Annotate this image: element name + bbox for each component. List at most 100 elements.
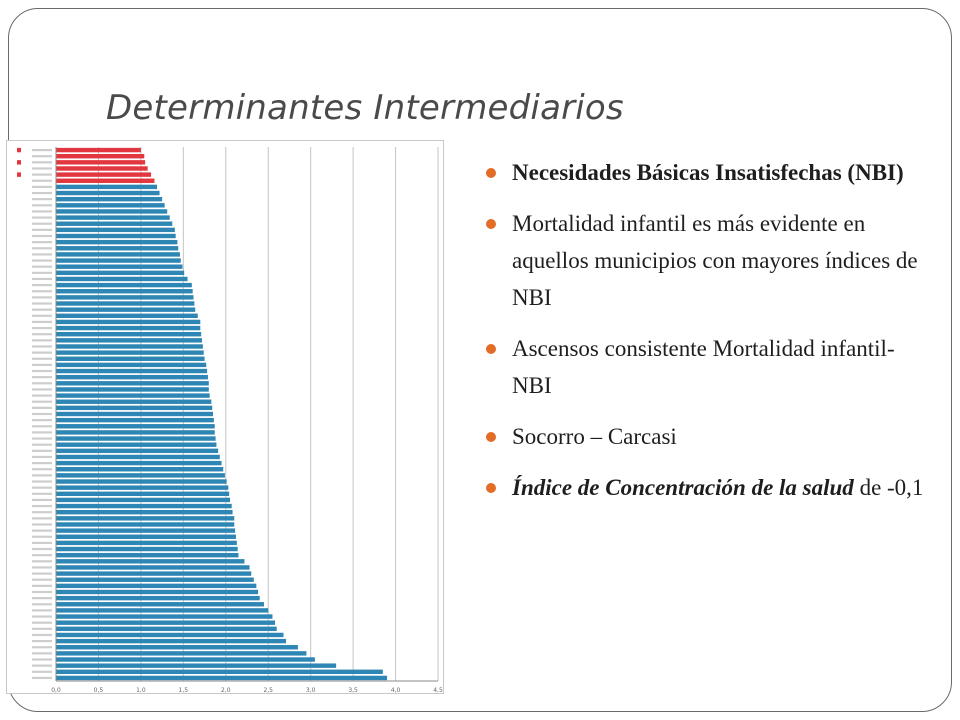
- chart-category-label-mark: [32, 480, 52, 483]
- chart-bar: [56, 620, 276, 625]
- chart-bar: [56, 485, 229, 490]
- chart-category-label-mark: [32, 554, 52, 557]
- nbi-bar-chart: 0,0 0,5 1,0 1,5 2,0 2,5 3,0 3,5 4,0 4,5: [17, 147, 443, 694]
- chart-category-label-mark: [32, 363, 52, 367]
- chart-bar: [56, 602, 264, 607]
- chart-category-label-mark: [32, 382, 52, 385]
- chart-tick-label: 1,5: [179, 687, 189, 694]
- chart-category-label-mark: [32, 609, 52, 612]
- chart-category-label-mark: [32, 676, 52, 680]
- chart-category-label-mark: [32, 167, 52, 170]
- chart-bar: [56, 301, 195, 306]
- chart-bar: [56, 362, 207, 368]
- chart-category-label-mark: [32, 498, 52, 502]
- chart-bar: [56, 626, 277, 632]
- chart-bar: [56, 454, 220, 460]
- chart-category-label-mark: [32, 148, 52, 152]
- chart-bar: [56, 289, 193, 294]
- chart-category-label-mark: [32, 351, 52, 354]
- chart-bar: [56, 417, 214, 423]
- chart-category-label-mark: [32, 652, 52, 655]
- chart-category-label-mark: [32, 228, 52, 231]
- chart-bar: [56, 153, 145, 159]
- chart-category-label-mark: [32, 455, 52, 459]
- chart-bar: [56, 675, 388, 681]
- chart-bar: [56, 264, 183, 269]
- chart-bar: [56, 651, 307, 656]
- chart-category-label-mark: [32, 578, 52, 581]
- chart-category-label-mark: [32, 615, 52, 618]
- chart-bar: [56, 497, 231, 503]
- bullet-text: Mortalidad infantil es más evidente en a…: [512, 211, 918, 310]
- chart-category-label-mark: [32, 664, 52, 667]
- chart-category-label-mark: [32, 314, 52, 317]
- chart-bar: [56, 552, 239, 558]
- chart-tick-label: 4,0: [391, 687, 401, 694]
- bullet-item: Ascensos consistente Mortalidad infantil…: [486, 330, 926, 404]
- chart-bar: [56, 571, 252, 576]
- chart-bar: [56, 319, 201, 325]
- chart-tick-label: 0,0: [51, 687, 61, 694]
- bullet-item: Necesidades Básicas Insatisfechas (NBI): [486, 154, 926, 191]
- chart-bar: [56, 344, 203, 349]
- chart-tick-label: 3,0: [306, 687, 316, 694]
- chart-bar: [56, 589, 259, 595]
- slide-title: Determinantes Intermediarios: [106, 88, 624, 128]
- chart-bar: [56, 546, 238, 552]
- chart-category-label-mark: [32, 320, 52, 324]
- chart-category-label-mark: [32, 259, 52, 262]
- chart-category-label-mark: [32, 566, 52, 569]
- chart-category-label-mark: [32, 179, 52, 182]
- chart-bar: [56, 565, 250, 570]
- chart-category-label-mark: [32, 247, 52, 250]
- chart-bar: [56, 577, 254, 582]
- chart-category-label-mark: [32, 646, 52, 649]
- chart-category-label-mark: [32, 474, 52, 477]
- chart-bar: [56, 424, 215, 429]
- chart-bar: [56, 196, 163, 202]
- chart-bar: [56, 657, 315, 662]
- chart-bar: [56, 540, 237, 546]
- chart-category-label-mark: [32, 486, 52, 489]
- chart-category-label-mark: [32, 333, 52, 336]
- chart-category-label-mark: [32, 277, 52, 281]
- chart-bar: [56, 270, 185, 276]
- chart-tick-label: 4,5: [433, 687, 443, 694]
- bullet-list: Necesidades Básicas Insatisfechas (NBI) …: [486, 154, 926, 520]
- chart-category-label-mark: [32, 584, 52, 587]
- bullet-dot-icon: [486, 483, 496, 493]
- chart-category-label-mark: [32, 283, 52, 287]
- chart-category-label-mark: [32, 400, 52, 403]
- chart-category-label-mark: [32, 572, 52, 575]
- chart-category-label-mark: [32, 670, 52, 673]
- chart-bar: [56, 387, 209, 392]
- chart-bar: [56, 522, 235, 527]
- bullet-item: Índice de Concentración de la salud de -…: [486, 469, 926, 506]
- chart-bar: [56, 258, 181, 263]
- bullet-text: de -0,1: [853, 475, 924, 500]
- chart-category-label-mark: [32, 155, 52, 158]
- chart-highlight-marker: [17, 172, 21, 177]
- chart-category-label-mark: [32, 560, 52, 563]
- chart-bar: [56, 331, 202, 337]
- chart-category-label-mark: [32, 302, 52, 305]
- chart-bar: [56, 325, 201, 331]
- chart-category-label-mark: [32, 597, 52, 600]
- chart-bar: [56, 166, 148, 171]
- bullet-item: Socorro – Carcasi: [486, 418, 926, 455]
- chart-category-label-mark: [32, 241, 52, 244]
- chart-category-label-mark: [32, 511, 52, 514]
- chart-bar: [56, 503, 232, 509]
- chart-bar: [56, 203, 165, 208]
- chart-bar: [56, 338, 203, 343]
- chart-bar: [56, 430, 215, 435]
- chart-category-label-mark: [32, 529, 52, 532]
- chart-category-label-mark: [32, 290, 52, 293]
- chart-category-label-mark: [32, 198, 52, 201]
- chart-bar: [56, 190, 160, 196]
- chart-bar: [56, 405, 213, 411]
- chart-bar: [56, 436, 216, 441]
- chart-category-label-mark: [32, 406, 52, 409]
- chart-category-label-mark: [32, 449, 52, 452]
- chart-bar: [56, 374, 208, 380]
